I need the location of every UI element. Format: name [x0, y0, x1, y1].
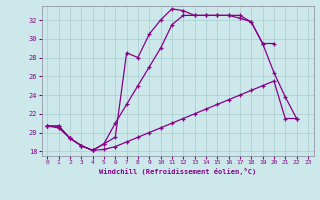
X-axis label: Windchill (Refroidissement éolien,°C): Windchill (Refroidissement éolien,°C)	[99, 168, 256, 175]
